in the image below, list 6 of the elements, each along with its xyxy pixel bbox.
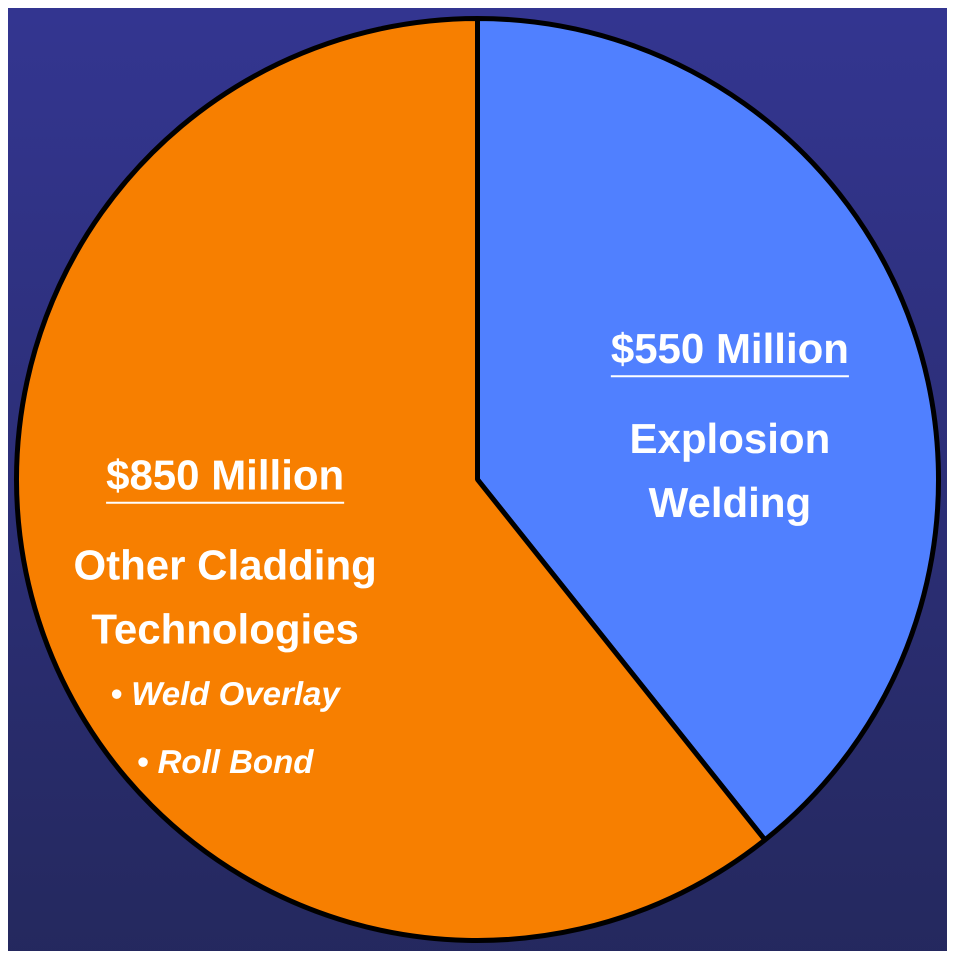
text: • Roll Bond: [136, 742, 314, 780]
slice-label: Explosion Welding: [630, 414, 830, 526]
text: • Weld Overlay: [110, 674, 342, 712]
slice-label: Other Cladding Technologies: [73, 541, 377, 652]
data-label: $850 Million: [106, 451, 344, 498]
data-label: $550 Million: [610, 324, 849, 372]
